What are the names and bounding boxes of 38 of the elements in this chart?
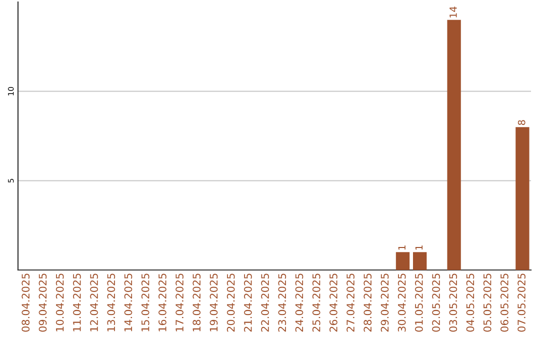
x-tick-label: 08.04.2025 [22,274,30,332]
x-tick-label: 16.04.2025 [158,274,166,332]
x-tick-label: 06.05.2025 [500,274,508,332]
x-tick-label: 15.04.2025 [141,274,150,332]
x-tick-label: 12.04.2025 [90,274,98,332]
x-tick-label: 11.04.2025 [72,274,81,332]
x-tick-label: 05.05.2025 [483,274,492,332]
x-tick-label: 14.04.2025 [124,274,132,332]
data-label: 14 [450,6,457,18]
x-tick-label: 09.04.2025 [38,274,47,332]
x-tick-label: 13.04.2025 [107,274,116,332]
x-tick-label: 21.04.2025 [244,274,252,332]
x-tick-label: 24.04.2025 [295,274,304,332]
x-tick-label: 25.04.2025 [312,274,320,332]
bar [516,127,530,270]
x-tick-label: 01.05.2025 [414,274,423,332]
bar [413,252,427,270]
x-tick-label: 20.04.2025 [226,274,235,332]
x-tick-label: 07.05.2025 [518,274,526,332]
x-tick-label: 29.04.2025 [380,274,389,332]
data-label: 1 [398,245,406,250]
x-tick-label: 10.04.2025 [56,274,64,332]
x-tick-label: 18.04.2025 [192,274,201,332]
bar [396,252,410,270]
x-tick-label: 23.04.2025 [278,274,286,332]
x-tick-label: 02.05.2025 [432,274,440,332]
data-label: 8 [518,120,526,126]
bar [447,20,461,270]
x-tick-label: 28.04.2025 [364,274,372,332]
x-tick-label: 17.04.2025 [176,274,184,332]
x-tick-label: 03.05.2025 [449,274,458,332]
x-tick-label: 22.04.2025 [261,274,269,332]
x-tick-label: 30.04.2025 [398,274,406,332]
x-tick-label: 26.04.2025 [329,274,338,332]
data-label: 1 [415,245,423,250]
x-tick-label: 04.05.2025 [466,274,474,332]
x-tick-label: 19.04.2025 [210,274,218,332]
x-tick-label: 27.04.2025 [346,274,354,332]
